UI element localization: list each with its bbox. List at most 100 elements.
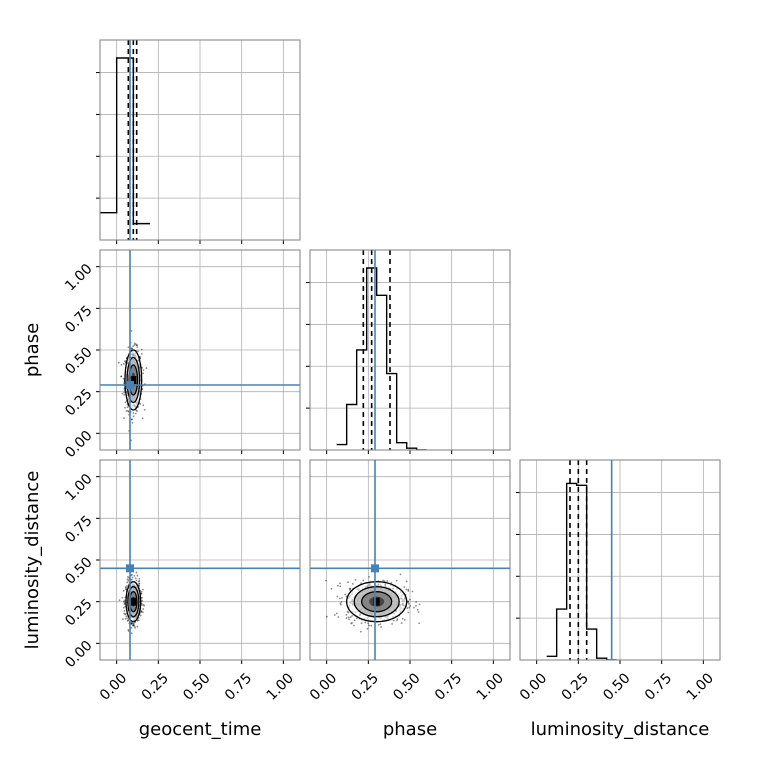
sample-point [407, 588, 410, 591]
sample-point [391, 622, 394, 625]
panel-geocent_time-geocent_time [96, 39, 301, 244]
sample-point [140, 611, 143, 614]
panel-content [520, 460, 720, 660]
sample-point [360, 622, 363, 625]
panel-frame [99, 459, 301, 661]
sample-point [117, 361, 120, 364]
sample-point [136, 410, 138, 413]
sample-point [409, 605, 412, 607]
sample-point [135, 344, 138, 347]
sample-point [339, 582, 341, 585]
contour-line [125, 581, 142, 623]
sample-point [415, 601, 418, 603]
sample-point [134, 343, 137, 346]
sample-point [120, 375, 123, 378]
sample-point [395, 579, 398, 582]
histogram-geocent_time [100, 57, 150, 225]
sample-point [336, 595, 339, 598]
panel-content [310, 250, 510, 450]
x-tick-label: 0.50 [390, 670, 423, 703]
contour-line [126, 356, 141, 404]
x-tick-label: 0.00 [517, 670, 550, 703]
sample-point [130, 574, 133, 577]
sample-point [339, 585, 342, 588]
sample-point [126, 617, 129, 620]
x-tick-label: 1.00 [474, 670, 507, 703]
sample-point [138, 582, 141, 585]
sample-point [123, 360, 126, 363]
sample-point [350, 622, 353, 625]
sample-point [136, 619, 139, 622]
sample-point [392, 619, 395, 622]
sample-point [141, 604, 143, 606]
sample-point [130, 623, 133, 625]
sample-point [125, 586, 127, 589]
panel-geocent_time-luminosity_distance: 0.000.250.500.751.00luminosity_distance0… [22, 459, 301, 740]
sample-point [122, 363, 125, 365]
sample-point [136, 625, 139, 628]
sample-point [345, 617, 348, 619]
sample-point [406, 600, 409, 603]
sample-point [140, 592, 143, 595]
panel-phase-luminosity_distance: 0.00 0.25 0.50 0.75 1.00 phase [307, 459, 511, 740]
sample-point [406, 607, 409, 609]
sample-point [127, 630, 130, 632]
sample-point [124, 401, 127, 404]
sample-point [409, 598, 411, 601]
sample-point [132, 415, 135, 418]
density-peak [373, 597, 380, 606]
y-tick-label: 1.00 [62, 261, 95, 294]
sample-point [411, 590, 414, 593]
sample-point [139, 355, 141, 358]
sample-point [140, 610, 143, 612]
sample-point [130, 578, 133, 581]
sample-point [122, 377, 125, 380]
density-peak [130, 597, 137, 606]
sample-point [132, 624, 135, 627]
sample-point [132, 345, 134, 347]
sample-point [131, 421, 134, 424]
sample-point [130, 573, 133, 576]
y-tick-label: 1.00 [62, 471, 95, 504]
sample-point [137, 580, 140, 583]
sample-point [134, 577, 137, 580]
sample-point [142, 603, 145, 606]
sample-point [383, 580, 386, 583]
sample-point [133, 625, 136, 628]
sample-point [124, 586, 127, 588]
sample-point [407, 590, 410, 592]
contour-line [361, 591, 393, 613]
sample-point [396, 618, 399, 620]
sample-point [377, 623, 380, 626]
sample-point [336, 584, 339, 587]
sample-point [415, 604, 417, 607]
sample-point [125, 588, 127, 591]
sample-point [141, 599, 143, 602]
sample-point [333, 614, 336, 616]
x-tick-label: 0.75 [432, 670, 465, 703]
sample-point [143, 604, 146, 607]
sample-point [403, 619, 406, 621]
sample-point [351, 582, 354, 585]
sample-point [134, 412, 137, 415]
y-tick-label: 0.25 [62, 596, 95, 629]
sample-point [131, 576, 134, 579]
panel-frame [309, 249, 511, 451]
sample-point [137, 619, 140, 622]
sample-point [126, 575, 129, 578]
sample-point [130, 632, 133, 634]
sample-point [142, 404, 145, 407]
x-tick-label: 0.75 [642, 670, 675, 703]
sample-point [122, 417, 125, 420]
sample-point [133, 623, 135, 625]
sample-point [131, 418, 133, 421]
sample-point [135, 571, 138, 574]
sample-point [368, 624, 370, 627]
sample-point [348, 618, 350, 621]
sample-point [142, 588, 144, 591]
sample-point [142, 369, 145, 371]
panel-luminosity_distance-luminosity_distance: 0.00 0.25 0.50 0.75 1.00 luminosity_distance [516, 459, 721, 740]
sample-point [126, 578, 129, 581]
sample-point [123, 391, 126, 394]
panel-content [310, 460, 510, 660]
